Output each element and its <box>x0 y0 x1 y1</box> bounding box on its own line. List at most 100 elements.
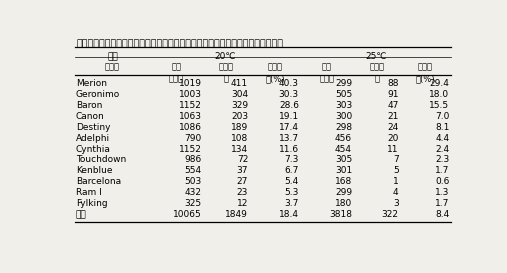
Text: 1003: 1003 <box>178 90 202 99</box>
Text: 表１　ケンタッキーブルーグラスの再分化に及ぼす培養温度の影響と品種間差異: 表１ ケンタッキーブルーグラスの再分化に及ぼす培養温度の影響と品種間差異 <box>77 39 283 48</box>
Text: 790: 790 <box>185 133 202 143</box>
Text: 432: 432 <box>185 188 202 197</box>
Text: 1152: 1152 <box>178 101 202 110</box>
Text: 再分化
率(%): 再分化 率(%) <box>416 63 435 83</box>
Text: 23: 23 <box>237 188 248 197</box>
Text: 温度: 温度 <box>107 52 118 61</box>
Text: Barcelona: Barcelona <box>76 177 121 186</box>
Text: 18.4: 18.4 <box>279 210 299 219</box>
Text: 304: 304 <box>231 90 248 99</box>
Text: Canon: Canon <box>76 112 104 121</box>
Text: 20℃: 20℃ <box>214 52 236 61</box>
Text: 305: 305 <box>335 156 352 165</box>
Text: Kenblue: Kenblue <box>76 167 112 176</box>
Text: 189: 189 <box>231 123 248 132</box>
Text: 1: 1 <box>393 177 399 186</box>
Text: Touchdown: Touchdown <box>76 156 126 165</box>
Text: 7.3: 7.3 <box>284 156 299 165</box>
Text: 3: 3 <box>393 199 399 208</box>
Text: 37: 37 <box>237 167 248 176</box>
Text: 5.3: 5.3 <box>284 188 299 197</box>
Text: 72: 72 <box>237 156 248 165</box>
Text: 19.1: 19.1 <box>279 112 299 121</box>
Text: 456: 456 <box>335 133 352 143</box>
Text: Cynthia: Cynthia <box>76 145 111 154</box>
Text: 5: 5 <box>393 167 399 176</box>
Text: 325: 325 <box>185 199 202 208</box>
Text: Destiny: Destiny <box>76 123 111 132</box>
Text: 322: 322 <box>382 210 399 219</box>
Text: Fylking: Fylking <box>76 199 107 208</box>
Text: 17.4: 17.4 <box>279 123 299 132</box>
Text: 503: 503 <box>185 177 202 186</box>
Text: 5.4: 5.4 <box>284 177 299 186</box>
Text: 2.4: 2.4 <box>435 145 449 154</box>
Text: 299: 299 <box>335 79 352 88</box>
Text: 88: 88 <box>387 79 399 88</box>
Text: 986: 986 <box>185 156 202 165</box>
Text: 454: 454 <box>335 145 352 154</box>
Text: Baron: Baron <box>76 101 102 110</box>
Text: 28.6: 28.6 <box>279 101 299 110</box>
Text: 40.3: 40.3 <box>279 79 299 88</box>
Text: 303: 303 <box>335 101 352 110</box>
Text: 24: 24 <box>387 123 399 132</box>
Text: 再分化
数: 再分化 数 <box>369 63 384 83</box>
Text: 411: 411 <box>231 79 248 88</box>
Text: 4.4: 4.4 <box>435 133 449 143</box>
Text: 再分化
率(%): 再分化 率(%) <box>265 63 285 83</box>
Text: 7: 7 <box>393 156 399 165</box>
Text: 15.5: 15.5 <box>429 101 449 110</box>
Text: 2.3: 2.3 <box>435 156 449 165</box>
Text: 1849: 1849 <box>225 210 248 219</box>
Text: 20: 20 <box>387 133 399 143</box>
Text: 30.3: 30.3 <box>279 90 299 99</box>
Text: 8.4: 8.4 <box>435 210 449 219</box>
Text: 1063: 1063 <box>178 112 202 121</box>
Text: 8.1: 8.1 <box>435 123 449 132</box>
Text: 134: 134 <box>231 145 248 154</box>
Text: 554: 554 <box>185 167 202 176</box>
Text: 再分化
数: 再分化 数 <box>219 63 234 83</box>
Text: 203: 203 <box>231 112 248 121</box>
Text: 91: 91 <box>387 90 399 99</box>
Text: 6.7: 6.7 <box>284 167 299 176</box>
Text: 12: 12 <box>237 199 248 208</box>
Text: 0.6: 0.6 <box>435 177 449 186</box>
Text: 1019: 1019 <box>178 79 202 88</box>
Text: 1.3: 1.3 <box>435 188 449 197</box>
Text: 27: 27 <box>237 177 248 186</box>
Text: 13.7: 13.7 <box>279 133 299 143</box>
Text: 7.0: 7.0 <box>435 112 449 121</box>
Text: 329: 329 <box>231 101 248 110</box>
Text: Adelphi: Adelphi <box>76 133 110 143</box>
Text: 18.0: 18.0 <box>429 90 449 99</box>
Text: 1152: 1152 <box>178 145 202 154</box>
Text: 1.7: 1.7 <box>435 199 449 208</box>
Text: 11.6: 11.6 <box>279 145 299 154</box>
Text: 47: 47 <box>387 101 399 110</box>
Text: 180: 180 <box>335 199 352 208</box>
Text: 品種名: 品種名 <box>105 63 120 72</box>
Text: 1086: 1086 <box>178 123 202 132</box>
Text: 21: 21 <box>387 112 399 121</box>
Text: 108: 108 <box>231 133 248 143</box>
Text: 298: 298 <box>335 123 352 132</box>
Text: 合計: 合計 <box>76 210 87 219</box>
Text: Ram I: Ram I <box>76 188 101 197</box>
Text: 4: 4 <box>393 188 399 197</box>
Text: 299: 299 <box>335 188 352 197</box>
Text: 3818: 3818 <box>329 210 352 219</box>
Text: Merion: Merion <box>76 79 107 88</box>
Text: 1.7: 1.7 <box>435 167 449 176</box>
Text: 置床
種子数: 置床 種子数 <box>319 63 335 83</box>
Text: 300: 300 <box>335 112 352 121</box>
Text: 置床
種子数: 置床 種子数 <box>169 63 184 83</box>
Text: 3.7: 3.7 <box>284 199 299 208</box>
Text: 29.4: 29.4 <box>429 79 449 88</box>
Text: 301: 301 <box>335 167 352 176</box>
Text: 168: 168 <box>335 177 352 186</box>
Text: 505: 505 <box>335 90 352 99</box>
Text: 11: 11 <box>387 145 399 154</box>
Text: 10065: 10065 <box>173 210 202 219</box>
